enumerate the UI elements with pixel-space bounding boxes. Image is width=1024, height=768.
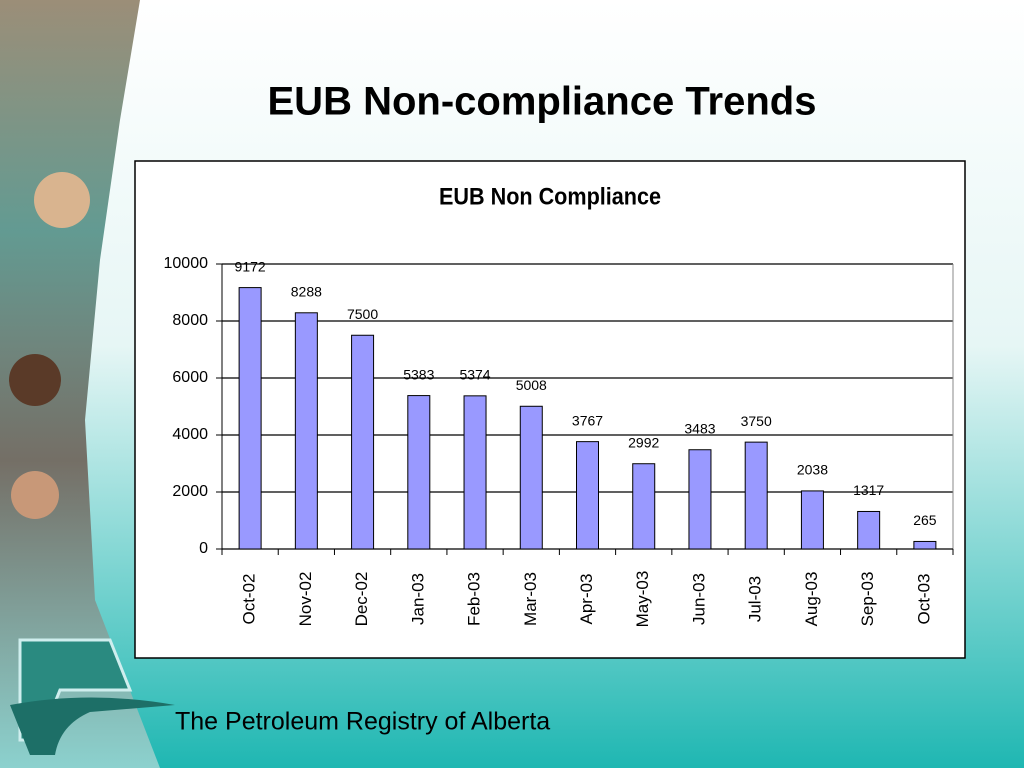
data-label: 5008 (516, 377, 547, 393)
y-tick-label: 2000 (172, 483, 208, 500)
bar (463, 395, 487, 550)
slide-title: EUB Non-compliance Trends (268, 80, 817, 124)
bar (913, 540, 937, 550)
bar (688, 449, 712, 550)
bar (294, 312, 318, 550)
data-label: 7500 (347, 306, 378, 322)
photo-face (11, 471, 59, 519)
chart-frame (134, 160, 966, 659)
data-label: 265 (913, 512, 937, 528)
photo-face (34, 172, 90, 228)
data-label: 5374 (459, 367, 490, 383)
x-tick-label: May-03 (633, 571, 652, 628)
x-tick-label: Jan-03 (408, 573, 427, 625)
data-label: 5383 (403, 366, 434, 382)
footer: The Petroleum Registry of Alberta (175, 708, 550, 736)
bar (744, 441, 768, 550)
data-label: 3483 (684, 420, 715, 436)
bar (857, 510, 881, 550)
y-tick-label: 6000 (172, 369, 208, 386)
bar (576, 441, 599, 550)
bar (800, 490, 824, 550)
chart-title: EUB Non Compliance (439, 182, 661, 209)
y-tick-label: 0 (199, 540, 208, 557)
y-tick-label: 10000 (164, 255, 209, 272)
plot: 0 2000 4000 6000 8000 10000 Oct-02 9172 Nov-02 82… (164, 255, 954, 627)
x-tick-label: Dec-02 (352, 572, 371, 627)
x-tick-label: Jul-03 (746, 576, 765, 622)
x-tick-label: Oct-02 (240, 573, 259, 624)
x-tick-label: Apr-03 (577, 573, 596, 624)
y-tick-label: 8000 (172, 312, 208, 329)
data-label: 1317 (853, 482, 884, 498)
x-tick-label: Sep-03 (858, 572, 877, 627)
x-tick-label: Mar-03 (521, 572, 540, 626)
bar (519, 405, 543, 550)
x-tick-label: Aug-03 (802, 572, 821, 627)
x-tick-label: Oct-03 (914, 573, 933, 624)
bar (632, 463, 656, 550)
y-tick-label: 4000 (172, 426, 208, 443)
data-label: 9172 (235, 258, 266, 274)
x-tick-label: Feb-03 (465, 572, 484, 626)
photo-face (9, 354, 61, 406)
bar (407, 395, 431, 550)
data-label: 2992 (628, 434, 659, 450)
data-label: 3750 (741, 413, 772, 429)
x-tick-label: Jun-03 (689, 573, 708, 625)
data-label: 8288 (291, 283, 322, 299)
data-label: 2038 (797, 462, 828, 478)
data-label: 3767 (572, 412, 603, 428)
logo (10, 697, 175, 755)
bar (238, 287, 262, 550)
bar (351, 334, 375, 550)
x-tick-label: Nov-02 (296, 572, 315, 627)
